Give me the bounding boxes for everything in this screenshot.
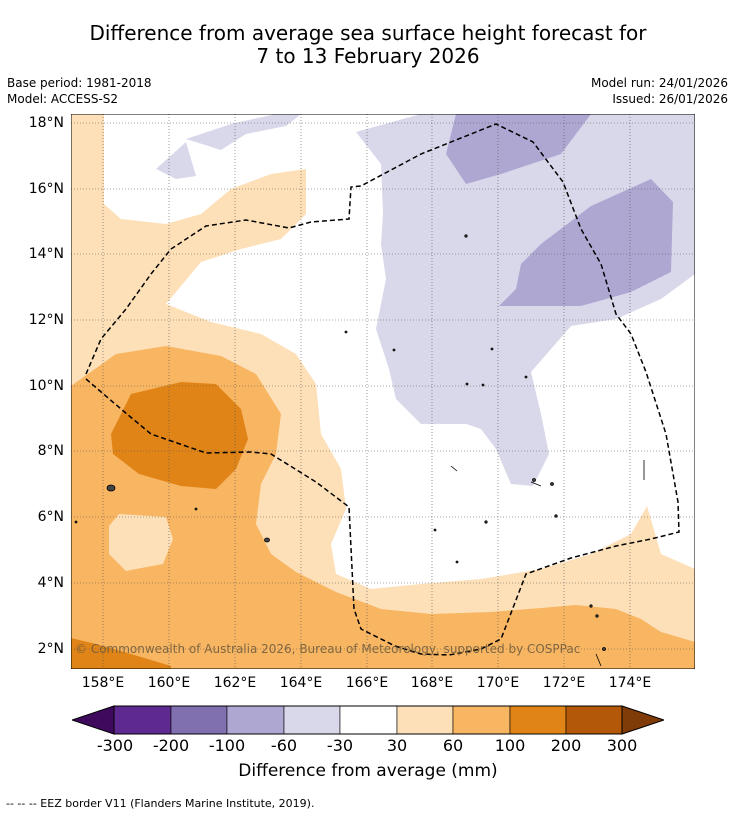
contour-dark-bottom-strip xyxy=(71,638,171,669)
lon-label-160: 160°E xyxy=(147,675,191,691)
lat-label-16: 16°N xyxy=(28,181,64,197)
contour-minus60-minus100-east xyxy=(499,179,673,306)
colorbar-segment-7 xyxy=(452,705,511,735)
contour-minus30-patch-west xyxy=(156,142,196,179)
colorbar-label-2: -200 xyxy=(152,736,190,755)
colorbar xyxy=(72,705,664,735)
colorbar-segment-9 xyxy=(565,705,623,735)
issued-date: Issued: 26/01/2026 xyxy=(612,92,728,106)
island-markers xyxy=(74,234,606,651)
map-title: Difference from average sea surface heig… xyxy=(0,22,736,68)
colorbar-arrow-right xyxy=(621,705,664,735)
colorbar-label-4: -60 xyxy=(270,736,298,755)
colorbar-label-3: -100 xyxy=(208,736,246,755)
colorbar-label-7: 60 xyxy=(442,736,464,755)
contour-light-orange-patch xyxy=(109,514,173,571)
contour-minus60-minus100-north xyxy=(446,114,591,184)
meta-left: Base period: 1981-2018 Model: ACCESS-S2 xyxy=(7,75,152,107)
colorbar-segment-6 xyxy=(396,705,454,735)
colorbar-label-10: 300 xyxy=(606,736,638,755)
lat-label-4: 4°N xyxy=(37,575,64,591)
colorbar-segment-1 xyxy=(113,705,172,735)
colorbar-segment-5 xyxy=(339,705,398,735)
contour-100-200-region xyxy=(111,382,248,489)
colorbar-label-9: 200 xyxy=(550,736,582,755)
lat-label-2: 2°N xyxy=(37,641,64,657)
eez-legend-note: -- -- -- EEZ border V11 (Flanders Marine… xyxy=(6,797,315,810)
lat-label-10: 10°N xyxy=(28,378,64,394)
colorbar-outline xyxy=(113,705,623,735)
colorbar-segment-3 xyxy=(226,705,285,735)
colorbar-label-1: -300 xyxy=(96,736,134,755)
meta-right: Model run: 24/01/2026 Issued: 26/01/2026 xyxy=(591,75,728,107)
lon-label-172: 172°E xyxy=(542,675,586,691)
base-period: Base period: 1981-2018 xyxy=(7,76,152,90)
colorbar-label-8: 100 xyxy=(494,736,526,755)
model-run: Model run: 24/01/2026 xyxy=(590,76,728,90)
lon-label-168: 168°E xyxy=(410,675,454,691)
lat-label-8: 8°N xyxy=(37,443,64,459)
colorbar-segment-8 xyxy=(509,705,567,735)
colorbar-segment-4 xyxy=(283,705,341,735)
colorbar-title: Difference from average (mm) xyxy=(238,761,498,781)
copyright-watermark: © Commonwealth of Australia 2026, Bureau… xyxy=(75,642,581,656)
lon-label-158: 158°E xyxy=(81,675,125,691)
title-line-1: Difference from average sea surface heig… xyxy=(89,21,647,45)
lon-label-170: 170°E xyxy=(476,675,520,691)
coral-atoll-outline xyxy=(450,460,645,667)
lon-label-174: 174°E xyxy=(608,675,652,691)
colorbar-arrow-left xyxy=(72,705,115,735)
lat-label-12: 12°N xyxy=(28,312,64,328)
lon-label-166: 166°E xyxy=(345,675,389,691)
model-name: Model: ACCESS-S2 xyxy=(7,92,119,106)
lat-label-6: 6°N xyxy=(37,509,64,525)
lat-label-14: 14°N xyxy=(28,246,64,262)
colorbar-segment-2 xyxy=(170,705,228,735)
lon-label-162: 162°E xyxy=(213,675,257,691)
map-gridlines xyxy=(71,114,695,669)
sea-height-map xyxy=(71,114,695,669)
lat-label-18: 18°N xyxy=(28,115,64,131)
title-line-2: 7 to 13 February 2026 xyxy=(256,44,480,68)
lon-label-164: 164°E xyxy=(279,675,323,691)
colorbar-label-6: 30 xyxy=(386,736,408,755)
colorbar-label-5: -30 xyxy=(326,736,354,755)
